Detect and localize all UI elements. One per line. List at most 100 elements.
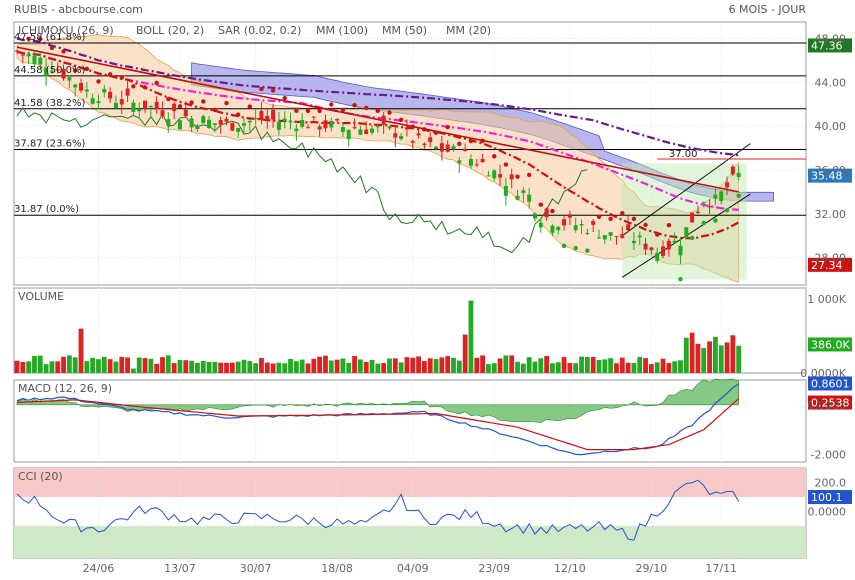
volume-bar [381, 363, 387, 373]
candle-body [154, 101, 159, 110]
candle-body [137, 109, 142, 112]
period-label: 6 MOIS - JOUR [729, 3, 807, 16]
sar-dot [270, 88, 276, 93]
x-tick-label: 18/08 [321, 562, 353, 575]
candle-body [364, 129, 369, 135]
candle-body [358, 129, 363, 135]
sar-dot [259, 86, 264, 92]
candle-body [108, 91, 113, 99]
volume-bar [678, 360, 683, 373]
volume-bar [654, 362, 660, 373]
volume-bar [619, 357, 625, 373]
volume-bar [235, 361, 241, 373]
volume-bar [561, 357, 567, 373]
candle-body [701, 202, 706, 204]
volume-bar [317, 356, 323, 373]
volume-bar [346, 362, 352, 373]
volume-bar [195, 362, 200, 373]
volume-bar [305, 363, 311, 373]
volume-bar [573, 363, 579, 373]
sar-dot [212, 107, 218, 113]
candle-body [544, 208, 549, 218]
candle-body [317, 126, 322, 130]
volume-bar [340, 358, 346, 373]
sar-dot [235, 112, 241, 117]
sar-dot [445, 124, 450, 130]
volume-bar [66, 355, 72, 373]
sar-dot [457, 141, 462, 147]
volume-bar [433, 359, 439, 373]
sar-dot [631, 216, 637, 222]
volume-bar [32, 355, 37, 373]
candle-body [119, 99, 124, 105]
volume-bar [131, 368, 136, 373]
sar-dot [596, 214, 602, 219]
sar-dot [422, 127, 427, 132]
low-price-badge: 27.34 [811, 259, 843, 272]
volume-bar [718, 345, 724, 373]
volume-bar [550, 363, 555, 373]
candle-body [399, 136, 404, 140]
sar-dot [131, 84, 136, 89]
candle-body [306, 127, 310, 129]
candle-body [730, 166, 735, 175]
volume-bar [323, 355, 328, 373]
sar-dot [468, 138, 474, 144]
legend-entry: SAR (0.02, 0.2) [218, 24, 301, 37]
fibonacci-label: 31.87 (0.0%) [14, 204, 79, 215]
sar-dot [433, 130, 439, 135]
sar-dot [201, 99, 206, 104]
candle-body [538, 222, 543, 228]
cci-badge-box [808, 490, 852, 505]
candle-body [207, 119, 212, 128]
candle-body [300, 120, 305, 127]
volume-bar [701, 348, 707, 373]
signal-badge-box [808, 395, 852, 410]
candle-body [672, 240, 677, 243]
volume-bar [264, 362, 270, 373]
volume-bar [49, 361, 55, 373]
volume-bar [422, 360, 427, 373]
volume-bar [363, 361, 369, 373]
volume-bar [177, 359, 183, 373]
volume-y-tick: 0.0000K [800, 367, 846, 380]
candle-body [515, 195, 520, 200]
volume-bar [55, 361, 61, 373]
sar-dot [340, 107, 346, 113]
macd-badge-box [808, 376, 852, 391]
volume-bar [707, 341, 712, 373]
volume-bar [247, 361, 253, 373]
volume-bar [160, 357, 165, 373]
candle-body [597, 237, 601, 239]
candle-body [404, 127, 409, 130]
candle-body [690, 212, 695, 223]
x-tick-label: 12/10 [554, 562, 586, 575]
candle-body [725, 182, 730, 188]
candle-body [90, 98, 95, 104]
candle-body [329, 121, 334, 128]
sar-dot [364, 105, 369, 111]
ref-value-badge-box [808, 38, 852, 53]
candle-body [73, 84, 78, 88]
candle-body [212, 123, 217, 125]
sar-dot [177, 104, 183, 109]
sar-dot [189, 100, 194, 105]
volume-bar [61, 356, 66, 373]
candle-body [375, 126, 380, 128]
candle-body [38, 57, 43, 65]
volume-bar [125, 357, 130, 373]
volume-bar [474, 357, 480, 373]
volume-bar [253, 363, 259, 373]
candle-body [562, 219, 567, 226]
volume-bar [293, 361, 299, 373]
candle-body [643, 243, 648, 250]
ichimoku-lagging-line [16, 106, 588, 254]
candle-body [736, 172, 741, 177]
sar-dot [480, 138, 485, 144]
sar-dot [713, 218, 718, 223]
x-tick-label: 17/11 [705, 562, 737, 575]
candle-body [166, 119, 171, 126]
sar-dot [387, 110, 392, 115]
x-tick-label: 30/07 [240, 562, 272, 575]
